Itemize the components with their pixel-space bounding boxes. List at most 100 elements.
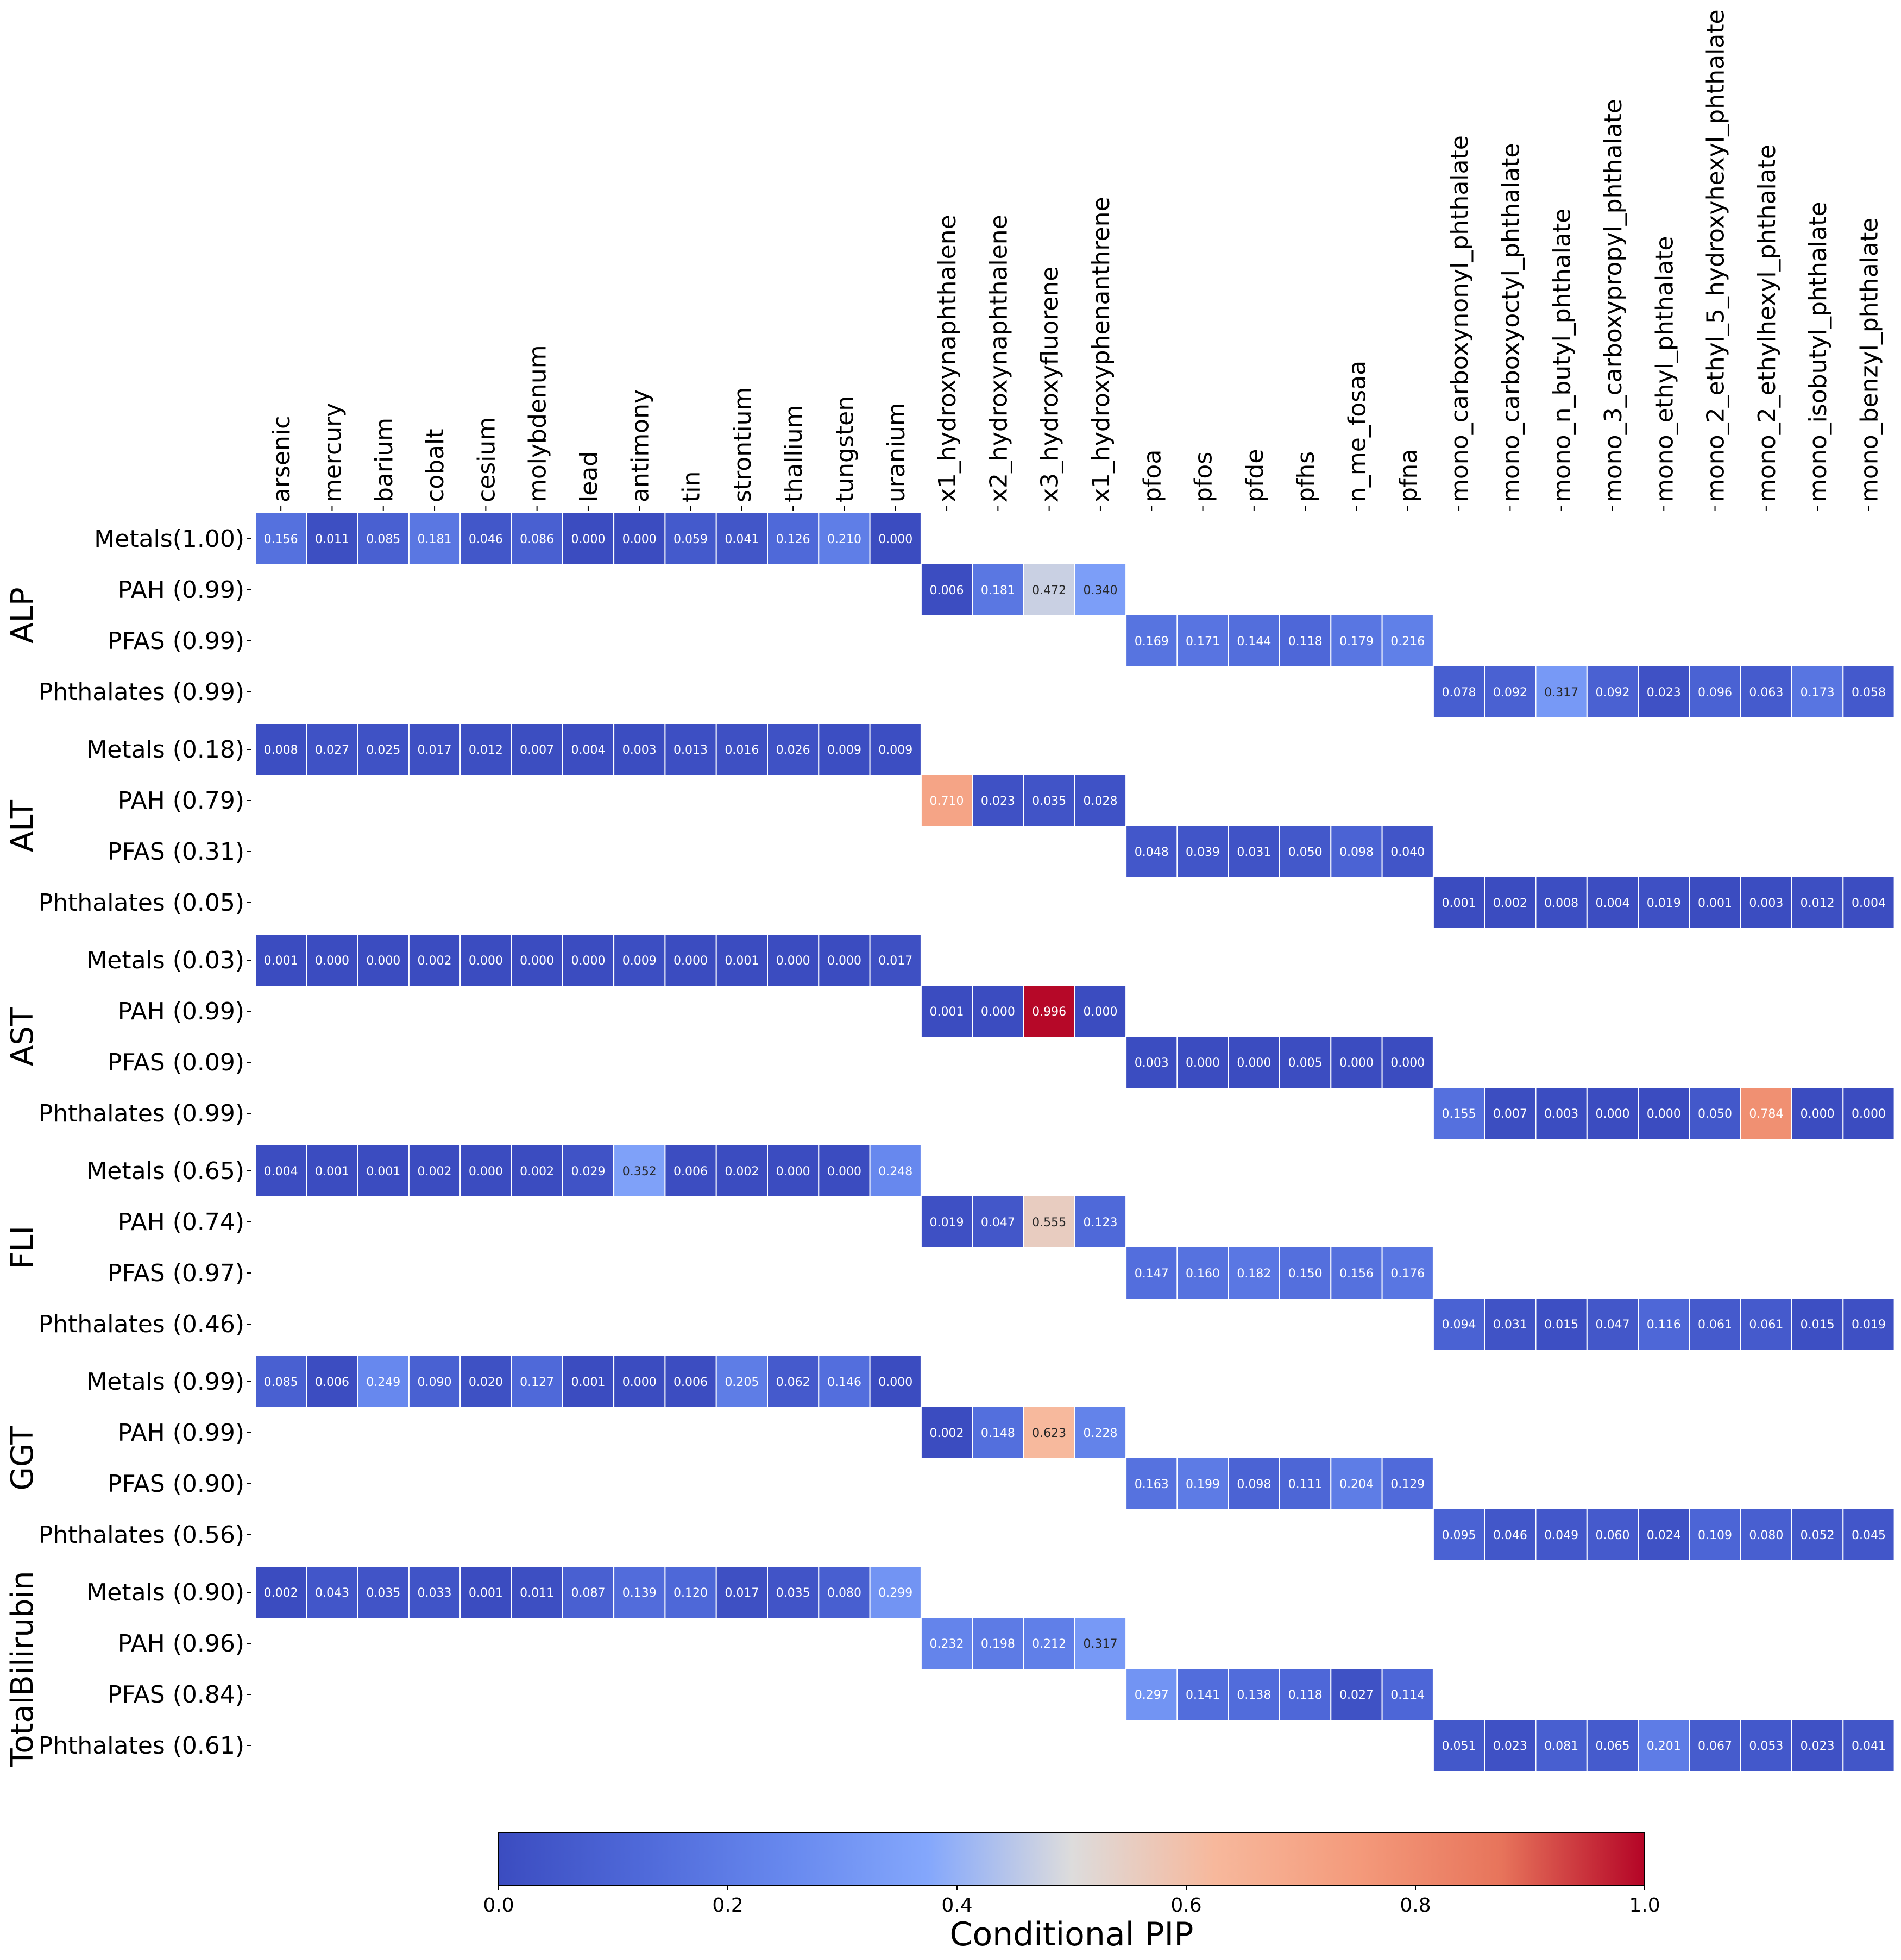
cell-value: 0.015 (1801, 1318, 1835, 1332)
row-label: Metals(1.00) (94, 525, 244, 553)
cell-value: 0.002 (418, 1165, 452, 1178)
cell-value: 0.000 (366, 954, 400, 968)
heatmap-cell (1228, 1668, 1280, 1721)
heatmap-cell (1432, 876, 1485, 929)
cell-value: 0.009 (878, 743, 912, 757)
row-label: Phthalates (0.05) (39, 889, 244, 917)
heatmap-cell (1586, 1087, 1639, 1140)
cell-value: 0.016 (725, 743, 759, 757)
column-label-lead: lead (575, 451, 603, 502)
cell-value: 0.000 (981, 1005, 1015, 1019)
cell-value: 0.020 (469, 1376, 503, 1389)
heatmap-cell (869, 934, 922, 987)
column-label-mono_n_butyl_phthalate: mono_n_butyl_phthalate (1549, 209, 1576, 502)
heatmap-cell (1586, 665, 1639, 719)
cell-value: 0.000 (622, 1376, 657, 1389)
cell-value: 0.031 (1237, 846, 1271, 859)
heatmap-cell (1432, 1719, 1485, 1772)
cell-value: 0.094 (1442, 1318, 1476, 1332)
column-label-x3_hydroxyfluorene: x3_hydroxyfluorene (1036, 267, 1064, 502)
cell-value: 0.061 (1698, 1318, 1732, 1332)
cell-value: 0.052 (1801, 1529, 1835, 1542)
cell-value: 0.317 (1544, 686, 1578, 699)
cell-value: 0.029 (571, 1165, 605, 1178)
heatmap-cell (1740, 1297, 1792, 1351)
cell-value: 0.019 (1647, 897, 1681, 910)
heatmap-cell (972, 1617, 1024, 1670)
cell-value: 0.041 (1852, 1740, 1886, 1753)
column-label-tin: tin (678, 471, 706, 502)
colorbar-tick-label: 1.0 (1629, 1894, 1660, 1917)
cell-value: 0.155 (1442, 1107, 1476, 1121)
heatmap-cell (511, 1144, 563, 1198)
heatmap-cell (1535, 876, 1588, 929)
row-label: Metals (0.90) (86, 1579, 244, 1606)
row-label: Metals (0.03) (86, 947, 244, 974)
row-label: Phthalates (0.99) (39, 1100, 244, 1127)
heatmap-cell (1279, 1246, 1332, 1300)
row-label: PFAS (0.09) (108, 1049, 244, 1076)
cell-value: 0.123 (1083, 1216, 1117, 1230)
cell-value: 0.000 (878, 533, 912, 546)
cell-value: 0.092 (1595, 686, 1629, 699)
heatmap-cell (1023, 774, 1075, 827)
cell-value: 0.049 (1544, 1529, 1578, 1542)
cell-value: 0.623 (1032, 1427, 1066, 1440)
cell-value: 0.087 (571, 1586, 605, 1600)
heatmap-cell (1125, 1036, 1178, 1089)
heatmap-cell (1023, 985, 1075, 1038)
cell-value: 0.001 (469, 1586, 503, 1600)
cell-value: 0.023 (981, 795, 1015, 808)
column-label-pfos: pfos (1190, 452, 1218, 502)
heatmap-cell (255, 1355, 307, 1408)
row-label: PAH (0.74) (118, 1208, 244, 1236)
cell-value: 0.080 (827, 1586, 861, 1600)
cell-value: 0.006 (315, 1376, 349, 1389)
colorbar-tick-label: 0.4 (941, 1894, 972, 1917)
heatmap-cell (818, 934, 871, 987)
cell-value: 0.004 (1852, 897, 1886, 910)
cell-value: 0.000 (571, 533, 605, 546)
heatmap-cell (869, 1355, 922, 1408)
cell-value: 0.095 (1442, 1529, 1476, 1542)
cell-value: 0.555 (1032, 1216, 1066, 1230)
heatmap-cell (459, 1355, 512, 1408)
heatmap-cell (1842, 665, 1895, 719)
heatmap-cell (1689, 1508, 1741, 1561)
heatmap-cell (1791, 1087, 1844, 1140)
heatmap-cell (1330, 1246, 1383, 1300)
heatmap-cell (357, 1144, 410, 1198)
heatmap-cell (562, 934, 615, 987)
heatmap-cell (664, 934, 717, 987)
row-label: PAH (0.79) (118, 787, 244, 815)
cell-value: 0.050 (1288, 846, 1323, 859)
cell-value: 0.111 (1288, 1478, 1323, 1491)
cell-value: 0.017 (725, 1586, 759, 1600)
column-label-antimony: antimony (626, 389, 654, 502)
cell-value: 0.000 (1647, 1107, 1681, 1121)
cell-value: 0.118 (1288, 1688, 1323, 1702)
column-label-pfna: pfna (1395, 449, 1422, 502)
cell-value: 0.047 (1595, 1318, 1629, 1332)
row-label: Metals (0.99) (86, 1368, 244, 1396)
cell-value: 0.156 (264, 533, 298, 546)
outcome-label-GGT: GGT (5, 1426, 40, 1491)
heatmap-cell (1484, 1087, 1537, 1140)
heatmap-cell (408, 1566, 461, 1619)
cell-value: 0.000 (1339, 1056, 1374, 1070)
heatmap-cell (1228, 1457, 1280, 1510)
cell-value: 0.317 (1083, 1637, 1117, 1651)
heatmap-cells: 0.156 0.011 0.085 0.181 0.046 0.086 0.000 0.000… (255, 512, 1895, 1772)
cell-value: 0.033 (418, 1586, 452, 1600)
heatmap-cell (1791, 665, 1844, 719)
colorbar-tick-label: 0.2 (712, 1894, 743, 1917)
heatmap-cell (1535, 1087, 1588, 1140)
cell-value: 0.026 (776, 743, 810, 757)
heatmap-cell (920, 985, 973, 1038)
heatmap-cell (664, 1144, 717, 1198)
heatmap-cell (869, 1144, 922, 1198)
cell-value: 0.163 (1135, 1478, 1169, 1491)
cell-value: 0.000 (776, 1165, 810, 1178)
colorbar-ticks: 0.0 0.2 0.4 0.6 0.8 1.0 (483, 1885, 1660, 1917)
cell-value: 0.015 (1544, 1318, 1578, 1332)
